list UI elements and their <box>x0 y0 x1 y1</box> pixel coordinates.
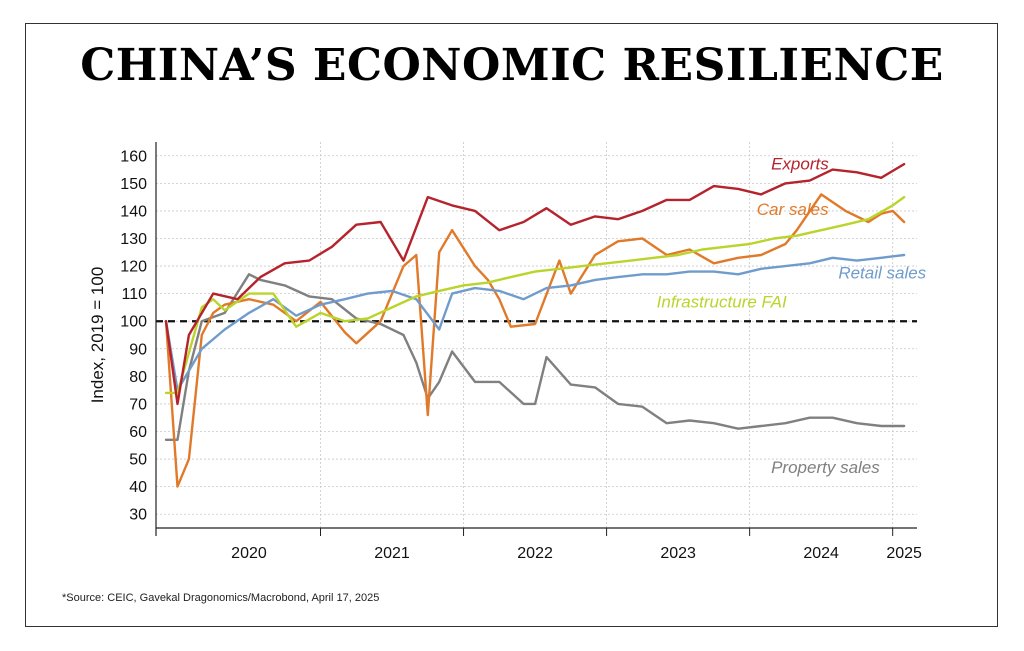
series-labels-layer: Exports Car sales Retail sales Infrastructu… <box>657 155 927 477</box>
x-tick-label: 2025 <box>886 545 922 562</box>
series-label-property-sales: Property sales <box>771 458 880 477</box>
page-title: CHINA’S ECONOMIC RESILIENCE <box>80 40 944 91</box>
y-tick-label: 140 <box>120 203 147 220</box>
y-tick-label: 30 <box>129 507 147 524</box>
x-tick-label: 2023 <box>660 545 696 562</box>
y-tick-label: 150 <box>120 176 147 193</box>
y-tick-label: 60 <box>129 424 147 441</box>
x-tick-label: 2021 <box>374 545 410 562</box>
y-tick-label: 90 <box>129 341 147 358</box>
series-line-exports <box>164 162 906 406</box>
y-tick-label: 130 <box>120 231 147 248</box>
y-tick-label: 100 <box>120 314 147 331</box>
series-line-property-sales <box>164 273 906 441</box>
series-label-infrastructure-fai: Infrastructure FAI <box>657 292 787 311</box>
x-tick-label: 2020 <box>231 545 267 562</box>
y-tick-label: 70 <box>129 396 147 413</box>
figure-frame <box>25 23 998 627</box>
y-axis-label: Index, 2019 = 100 <box>88 267 107 404</box>
x-tick-label: 2022 <box>517 545 553 562</box>
series-label-exports: Exports <box>771 155 829 174</box>
y-tick-label: 40 <box>129 479 147 496</box>
y-tick-label: 50 <box>129 452 147 469</box>
series-label-car-sales: Car sales <box>757 200 829 219</box>
y-tick-label: 110 <box>121 286 147 303</box>
source-note: *Source: CEIC, Gavekal Dragonomics/Macro… <box>62 592 380 604</box>
series-label-retail-sales: Retail sales <box>838 263 926 282</box>
series-line-infrastructure-fai <box>164 195 906 395</box>
x-tick-label: 2024 <box>803 545 839 562</box>
series-layer <box>164 162 906 488</box>
y-tick-label: 160 <box>120 148 147 165</box>
axes-layer: 30 40 50 60 70 80 90 100 110 120 130 140 150 160 2020 2… <box>88 142 922 562</box>
y-tick-label: 80 <box>129 369 147 386</box>
y-tick-label: 120 <box>120 259 147 276</box>
